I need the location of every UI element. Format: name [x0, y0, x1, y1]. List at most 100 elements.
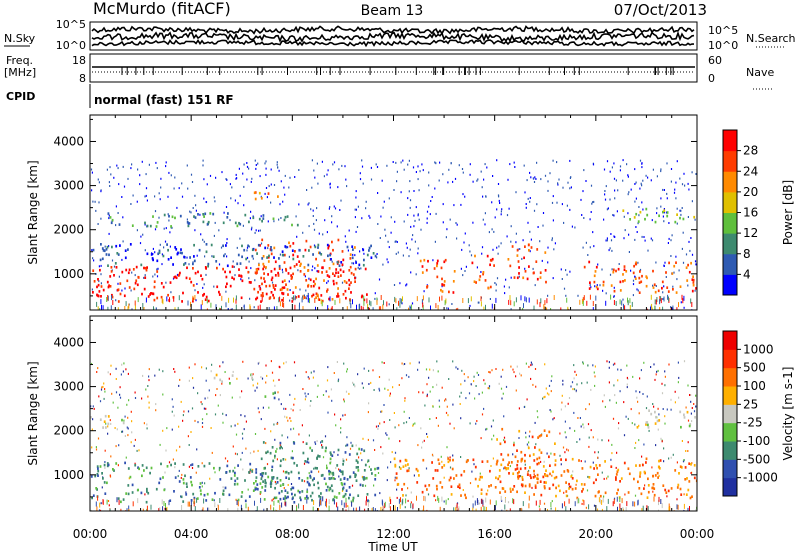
ground-scatter-cell	[353, 507, 355, 511]
heatmap-noise-cell	[612, 417, 615, 420]
heatmap-noise-cell	[253, 450, 255, 453]
heatmap-cell	[349, 475, 351, 479]
heatmap-noise-cell	[200, 233, 202, 236]
heatmap-cell	[521, 457, 524, 461]
heatmap-noise-cell	[613, 214, 615, 217]
heatmap-cell	[460, 494, 462, 497]
heatmap-noise-cell	[676, 498, 678, 501]
heatmap-noise-cell	[246, 178, 248, 181]
heatmap-noise-cell	[603, 218, 605, 221]
heatmap-noise-cell	[187, 410, 190, 413]
heatmap-noise-cell	[606, 477, 608, 480]
heatmap-cell	[175, 248, 178, 251]
heatmap-cell	[152, 258, 154, 262]
heatmap-cell	[232, 469, 235, 473]
heatmap-noise-cell	[287, 246, 289, 249]
heatmap-noise-cell	[643, 443, 645, 446]
heatmap-cell	[107, 463, 110, 467]
heatmap-noise-cell	[252, 468, 254, 471]
heatmap-cell	[117, 253, 120, 256]
heatmap-noise-cell	[476, 266, 478, 269]
heatmap-noise-cell	[307, 203, 309, 206]
heatmap-noise-cell	[234, 199, 236, 202]
heatmap-noise-cell	[164, 240, 167, 243]
heatmap-noise-cell	[693, 403, 695, 405]
heatmap-noise-cell	[491, 201, 493, 204]
heatmap-cell	[124, 249, 127, 252]
heatmap-noise-cell	[173, 187, 175, 190]
heatmap-noise-cell	[414, 219, 416, 222]
heatmap-noise-cell	[178, 384, 180, 387]
heatmap-noise-cell	[498, 195, 500, 198]
heatmap-noise-cell	[396, 180, 398, 183]
heatmap-cell	[198, 248, 201, 252]
heatmap-noise-cell	[121, 258, 123, 261]
heatmap-cell	[257, 243, 260, 247]
nsearch-label: N.Search	[746, 32, 796, 45]
ground-scatter-cell	[662, 306, 664, 310]
heatmap-noise-cell	[368, 402, 370, 405]
y-tick-label: 1000	[53, 267, 84, 281]
heatmap-noise-cell	[695, 405, 697, 408]
heatmap-noise-cell	[225, 206, 228, 208]
heatmap-noise-cell	[303, 462, 306, 465]
heatmap-noise-cell	[492, 248, 494, 251]
heatmap-cell	[283, 253, 286, 257]
heatmap-noise-cell	[236, 377, 238, 380]
heatmap-cell	[274, 486, 276, 490]
heatmap-cell	[339, 268, 342, 272]
heatmap-cell	[447, 457, 450, 460]
heatmap-noise-cell	[477, 301, 479, 304]
heatmap-cell	[108, 284, 110, 287]
ground-scatter-cell	[329, 296, 331, 302]
heatmap-noise-cell	[205, 201, 207, 203]
ground-scatter-cell	[325, 498, 327, 504]
ground-scatter-cell	[439, 296, 440, 302]
heatmap-cell	[182, 463, 185, 466]
ground-scatter-cell	[194, 295, 196, 300]
heatmap-noise-cell	[569, 159, 571, 162]
heatmap-cell	[278, 267, 281, 270]
heatmap-noise-cell	[209, 477, 211, 480]
heatmap-noise-cell	[601, 439, 603, 442]
ground-scatter-cell	[345, 502, 347, 508]
heatmap-cell	[571, 487, 574, 491]
heatmap-noise-cell	[173, 368, 175, 370]
heatmap-cell	[118, 223, 121, 226]
heatmap-cell	[131, 483, 134, 487]
heatmap-noise-cell	[140, 235, 142, 238]
heatmap-cell	[236, 477, 239, 480]
heatmap-cell	[104, 492, 107, 495]
heatmap-cell	[141, 474, 143, 478]
heatmap-cell	[174, 476, 177, 479]
heatmap-noise-cell	[492, 457, 494, 460]
heatmap-noise-cell	[560, 463, 562, 466]
heatmap-noise-cell	[385, 432, 387, 435]
ground-scatter-cell	[142, 508, 144, 511]
heatmap-cell	[278, 257, 280, 260]
heatmap-cell	[576, 496, 579, 500]
heatmap-noise-cell	[688, 240, 690, 243]
ground-scatter-cell	[374, 508, 376, 511]
heatmap-cell	[275, 496, 278, 500]
heatmap-cell	[528, 483, 531, 486]
heatmap-noise-cell	[473, 380, 475, 383]
heatmap-noise-cell	[396, 170, 398, 173]
ground-scatter-cell	[668, 296, 669, 302]
ground-scatter-cell	[623, 508, 624, 511]
heatmap-noise-cell	[95, 209, 97, 212]
heatmap-cell	[568, 482, 570, 486]
heatmap-noise-cell	[192, 377, 194, 380]
heatmap-noise-cell	[665, 211, 668, 214]
ground-scatter-cell	[301, 297, 303, 303]
heatmap-noise-cell	[277, 166, 279, 169]
heatmap-noise-cell	[294, 176, 296, 178]
heatmap-noise-cell	[670, 180, 672, 183]
heatmap-noise-cell	[609, 247, 611, 250]
heatmap-cell	[239, 222, 242, 226]
heatmap-noise-cell	[160, 186, 162, 189]
heatmap-noise-cell	[307, 292, 309, 295]
ground-scatter-cell	[343, 502, 345, 508]
heatmap-noise-cell	[316, 162, 318, 165]
heatmap-noise-cell	[630, 408, 632, 411]
